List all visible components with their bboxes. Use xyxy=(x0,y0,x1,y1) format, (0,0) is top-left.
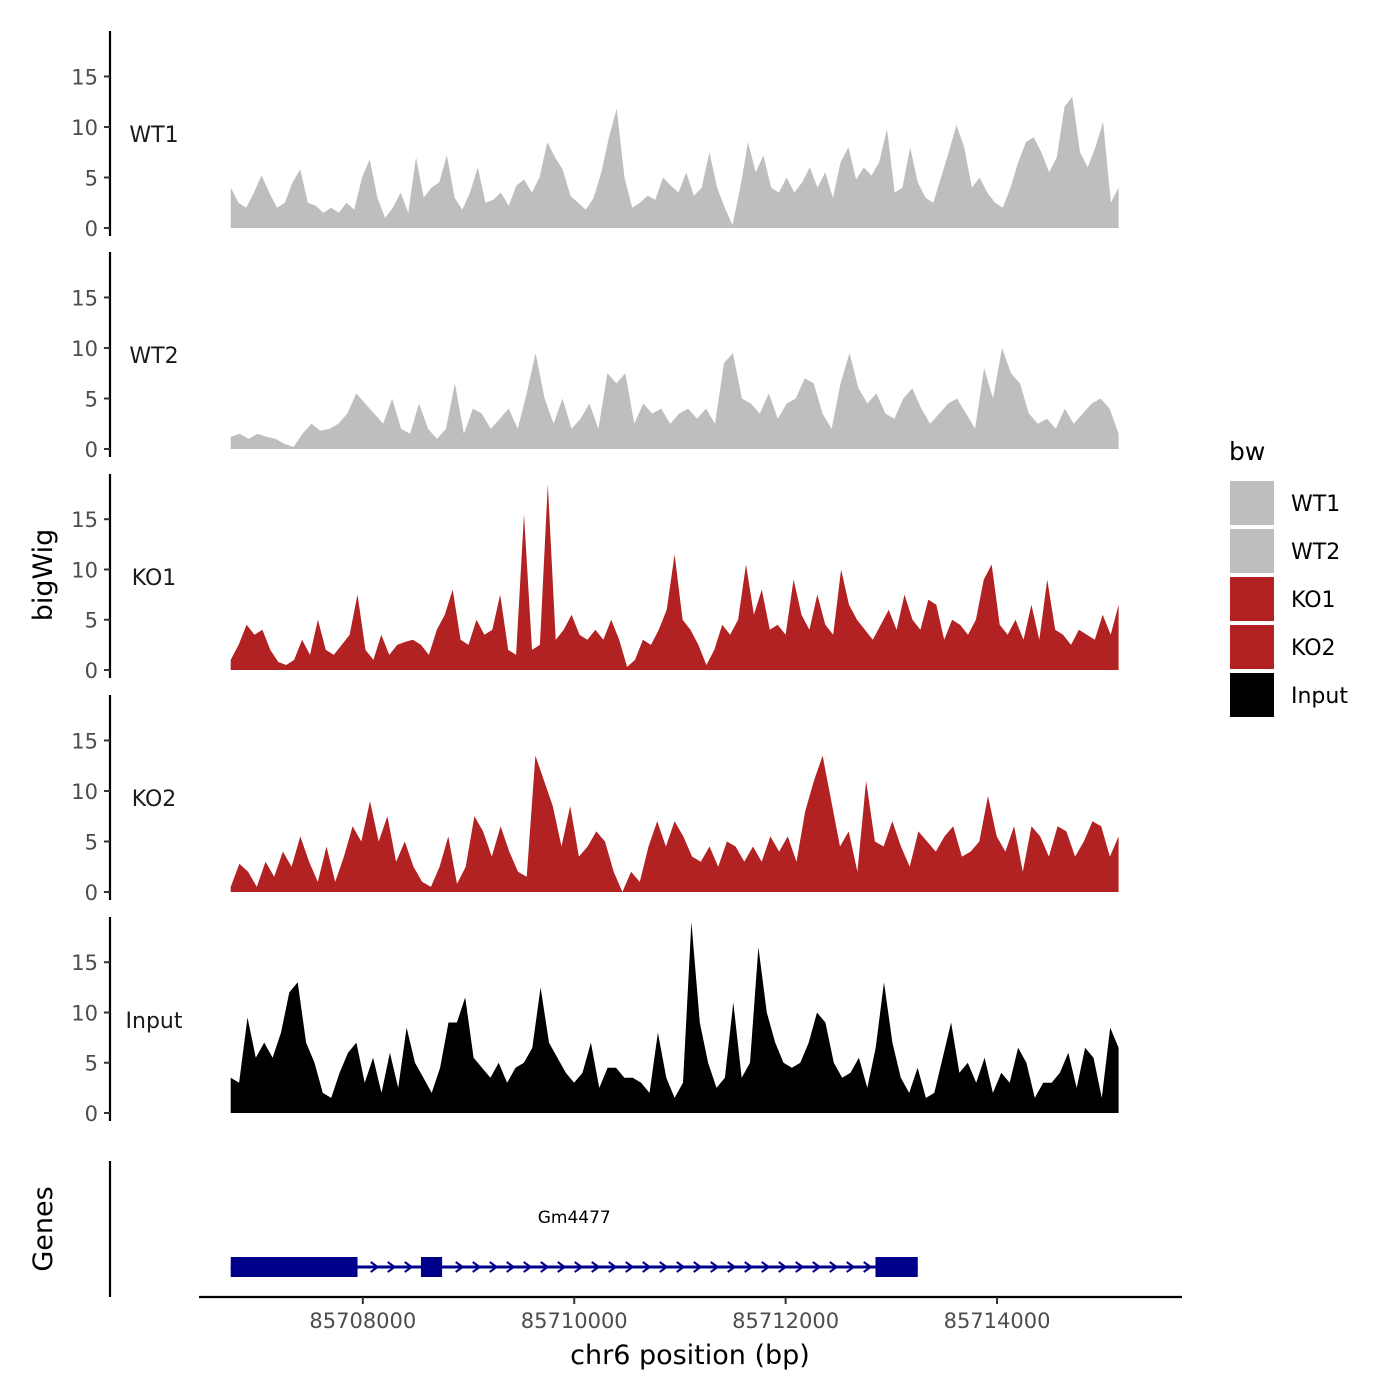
strand-arrow xyxy=(727,1261,737,1273)
y-tick-label: 15 xyxy=(71,951,98,975)
track-ko2: 0 5 10 15 KO2 xyxy=(71,695,1119,905)
gene-name-label: Gm4477 xyxy=(538,1208,611,1228)
strand-arrow xyxy=(625,1261,635,1273)
y-tick-label: 10 xyxy=(71,116,98,140)
genes-axis-label: Genes xyxy=(28,1186,59,1271)
strand-arrow xyxy=(574,1261,584,1273)
y-tick-label: 10 xyxy=(71,558,98,582)
x-ticks: 85708000 85710000 85712000 85714000 xyxy=(309,1297,1050,1333)
strand-arrow xyxy=(829,1261,839,1273)
gene-exon xyxy=(230,1257,358,1277)
legend-label: WT2 xyxy=(1291,540,1340,565)
legend-key-wt2 xyxy=(1230,529,1274,573)
area-input xyxy=(230,922,1119,1113)
legend-title: bw xyxy=(1229,437,1265,466)
track-wt1: 0 5 10 15 WT1 xyxy=(71,31,1119,241)
y-tick-label: 10 xyxy=(71,337,98,361)
strand-arrow xyxy=(608,1261,618,1273)
strand-arrow xyxy=(710,1261,720,1273)
track-label: KO1 xyxy=(132,566,177,591)
y-axis-title: bigWig xyxy=(28,529,59,622)
strand-arrow xyxy=(370,1261,380,1273)
gene-model: Gm4477 xyxy=(230,1208,918,1277)
strand-arrow xyxy=(863,1261,873,1273)
x-axis: 85708000 85710000 85712000 85714000 chr6 po… xyxy=(199,1295,1182,1371)
y-tick-label: 15 xyxy=(71,65,98,89)
x-axis-title: chr6 position (bp) xyxy=(570,1340,810,1371)
strand-arrow xyxy=(489,1261,499,1273)
strand-arrow xyxy=(761,1261,771,1273)
area-wt2 xyxy=(230,348,1119,449)
strand-arrow xyxy=(693,1261,703,1273)
strand-arrow xyxy=(472,1261,482,1273)
legend-key-ko1 xyxy=(1230,577,1274,621)
y-tick-label: 10 xyxy=(71,1001,98,1025)
x-tick-label: 85714000 xyxy=(944,1309,1051,1333)
legend-label: Input xyxy=(1291,684,1348,709)
y-tick-label: 5 xyxy=(85,609,98,633)
legend-key-ko2 xyxy=(1230,625,1274,669)
y-tick-label: 0 xyxy=(85,881,98,905)
legend-label: WT1 xyxy=(1291,492,1340,517)
track-label: WT1 xyxy=(129,123,178,148)
strand-arrow xyxy=(404,1261,414,1273)
area-ko2 xyxy=(230,755,1119,892)
legend: bw WT1 WT2 KO1 KO2 Input xyxy=(1229,437,1348,717)
track-label: KO2 xyxy=(132,787,177,812)
y-tick-label: 0 xyxy=(85,1102,98,1126)
gene-panel: Genes Gm4477 xyxy=(28,1161,918,1297)
strand-arrow xyxy=(557,1261,567,1273)
track-ko1: 0 5 10 15 KO1 xyxy=(71,474,1119,683)
strand-arrow xyxy=(659,1261,669,1273)
legend-label: KO1 xyxy=(1291,588,1336,613)
strand-arrow xyxy=(387,1261,397,1273)
y-tick-label: 5 xyxy=(85,1052,98,1076)
strand-arrow xyxy=(744,1261,754,1273)
y-tick-label: 10 xyxy=(71,780,98,804)
gene-exon xyxy=(420,1257,443,1277)
y-tick-label: 0 xyxy=(85,217,98,241)
y-tick-label: 15 xyxy=(71,729,98,753)
y-tick-label: 0 xyxy=(85,438,98,462)
strand-arrow xyxy=(523,1261,533,1273)
x-tick-label: 85710000 xyxy=(521,1309,628,1333)
y-tick-label: 0 xyxy=(85,659,98,683)
track-wt2: 0 5 10 15 WT2 xyxy=(71,252,1119,462)
legend-key-input xyxy=(1230,673,1274,717)
track-label: Input xyxy=(126,1009,183,1034)
strand-arrow xyxy=(812,1261,822,1273)
strand-arrow xyxy=(778,1261,788,1273)
y-tick-label: 5 xyxy=(85,830,98,854)
legend-key-wt1 xyxy=(1230,481,1274,525)
strand-arrow xyxy=(846,1261,856,1273)
track-input: 0 5 10 15 Input xyxy=(71,917,1119,1126)
legend-label: KO2 xyxy=(1291,636,1336,661)
strand-arrow xyxy=(795,1261,805,1273)
strand-arrow xyxy=(455,1261,465,1273)
strand-arrow xyxy=(642,1261,652,1273)
x-tick-label: 85708000 xyxy=(309,1309,416,1333)
strand-arrow xyxy=(540,1261,550,1273)
y-tick-label: 5 xyxy=(85,166,98,190)
gene-exon xyxy=(875,1257,918,1277)
area-ko1 xyxy=(230,484,1119,670)
y-tick-label: 5 xyxy=(85,387,98,411)
strand-arrow xyxy=(506,1261,516,1273)
signal-tracks: 0 5 10 15 WT1 0 5 10 15 WT2 0 5 10 15 KO1 0 5 10 15 KO2 0 5 10… xyxy=(71,31,1119,1126)
area-wt1 xyxy=(230,96,1119,228)
y-tick-label: 15 xyxy=(71,508,98,532)
track-label: WT2 xyxy=(129,344,178,369)
y-tick-label: 15 xyxy=(71,286,98,310)
strand-arrow xyxy=(676,1261,686,1273)
strand-arrow xyxy=(591,1261,601,1273)
x-tick-label: 85712000 xyxy=(732,1309,839,1333)
